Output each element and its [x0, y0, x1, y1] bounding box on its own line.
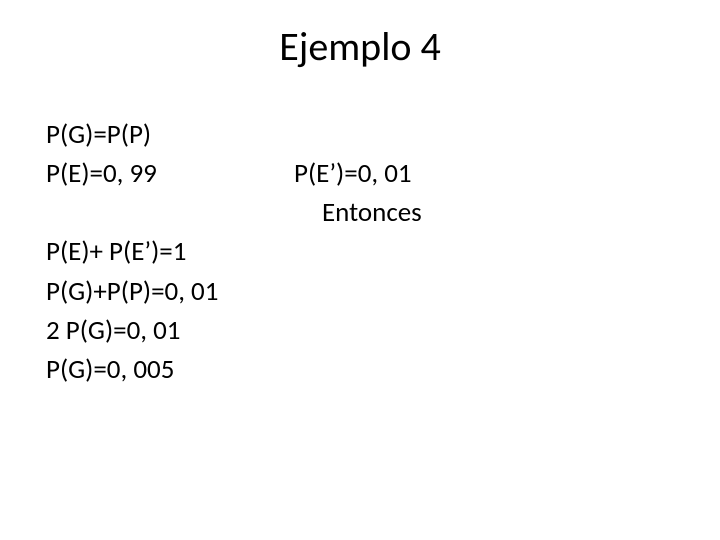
text-line: 2 P(G)=0, 01: [46, 311, 218, 350]
text-line: Entonces: [294, 193, 422, 232]
text-line: P(G)=0, 005: [46, 350, 218, 389]
slide: Ejemplo 4 P(G)=P(P) P(E)=0, 99 P(E)+ P(E…: [0, 0, 720, 540]
slide-title: Ejemplo 4: [0, 22, 720, 71]
slide-body-right: P(E’)=0, 01 Entonces: [294, 115, 422, 232]
text-line: P(G)=P(P): [46, 115, 218, 154]
text-line: P(E)=0, 99: [46, 154, 218, 193]
blank-line: [46, 193, 218, 232]
text-line: P(G)+P(P)=0, 01: [46, 272, 218, 311]
blank-line: [294, 115, 422, 154]
slide-body-left: P(G)=P(P) P(E)=0, 99 P(E)+ P(E’)=1 P(G)+…: [46, 115, 218, 389]
text-line: P(E’)=0, 01: [294, 154, 422, 193]
text-line: P(E)+ P(E’)=1: [46, 232, 218, 271]
